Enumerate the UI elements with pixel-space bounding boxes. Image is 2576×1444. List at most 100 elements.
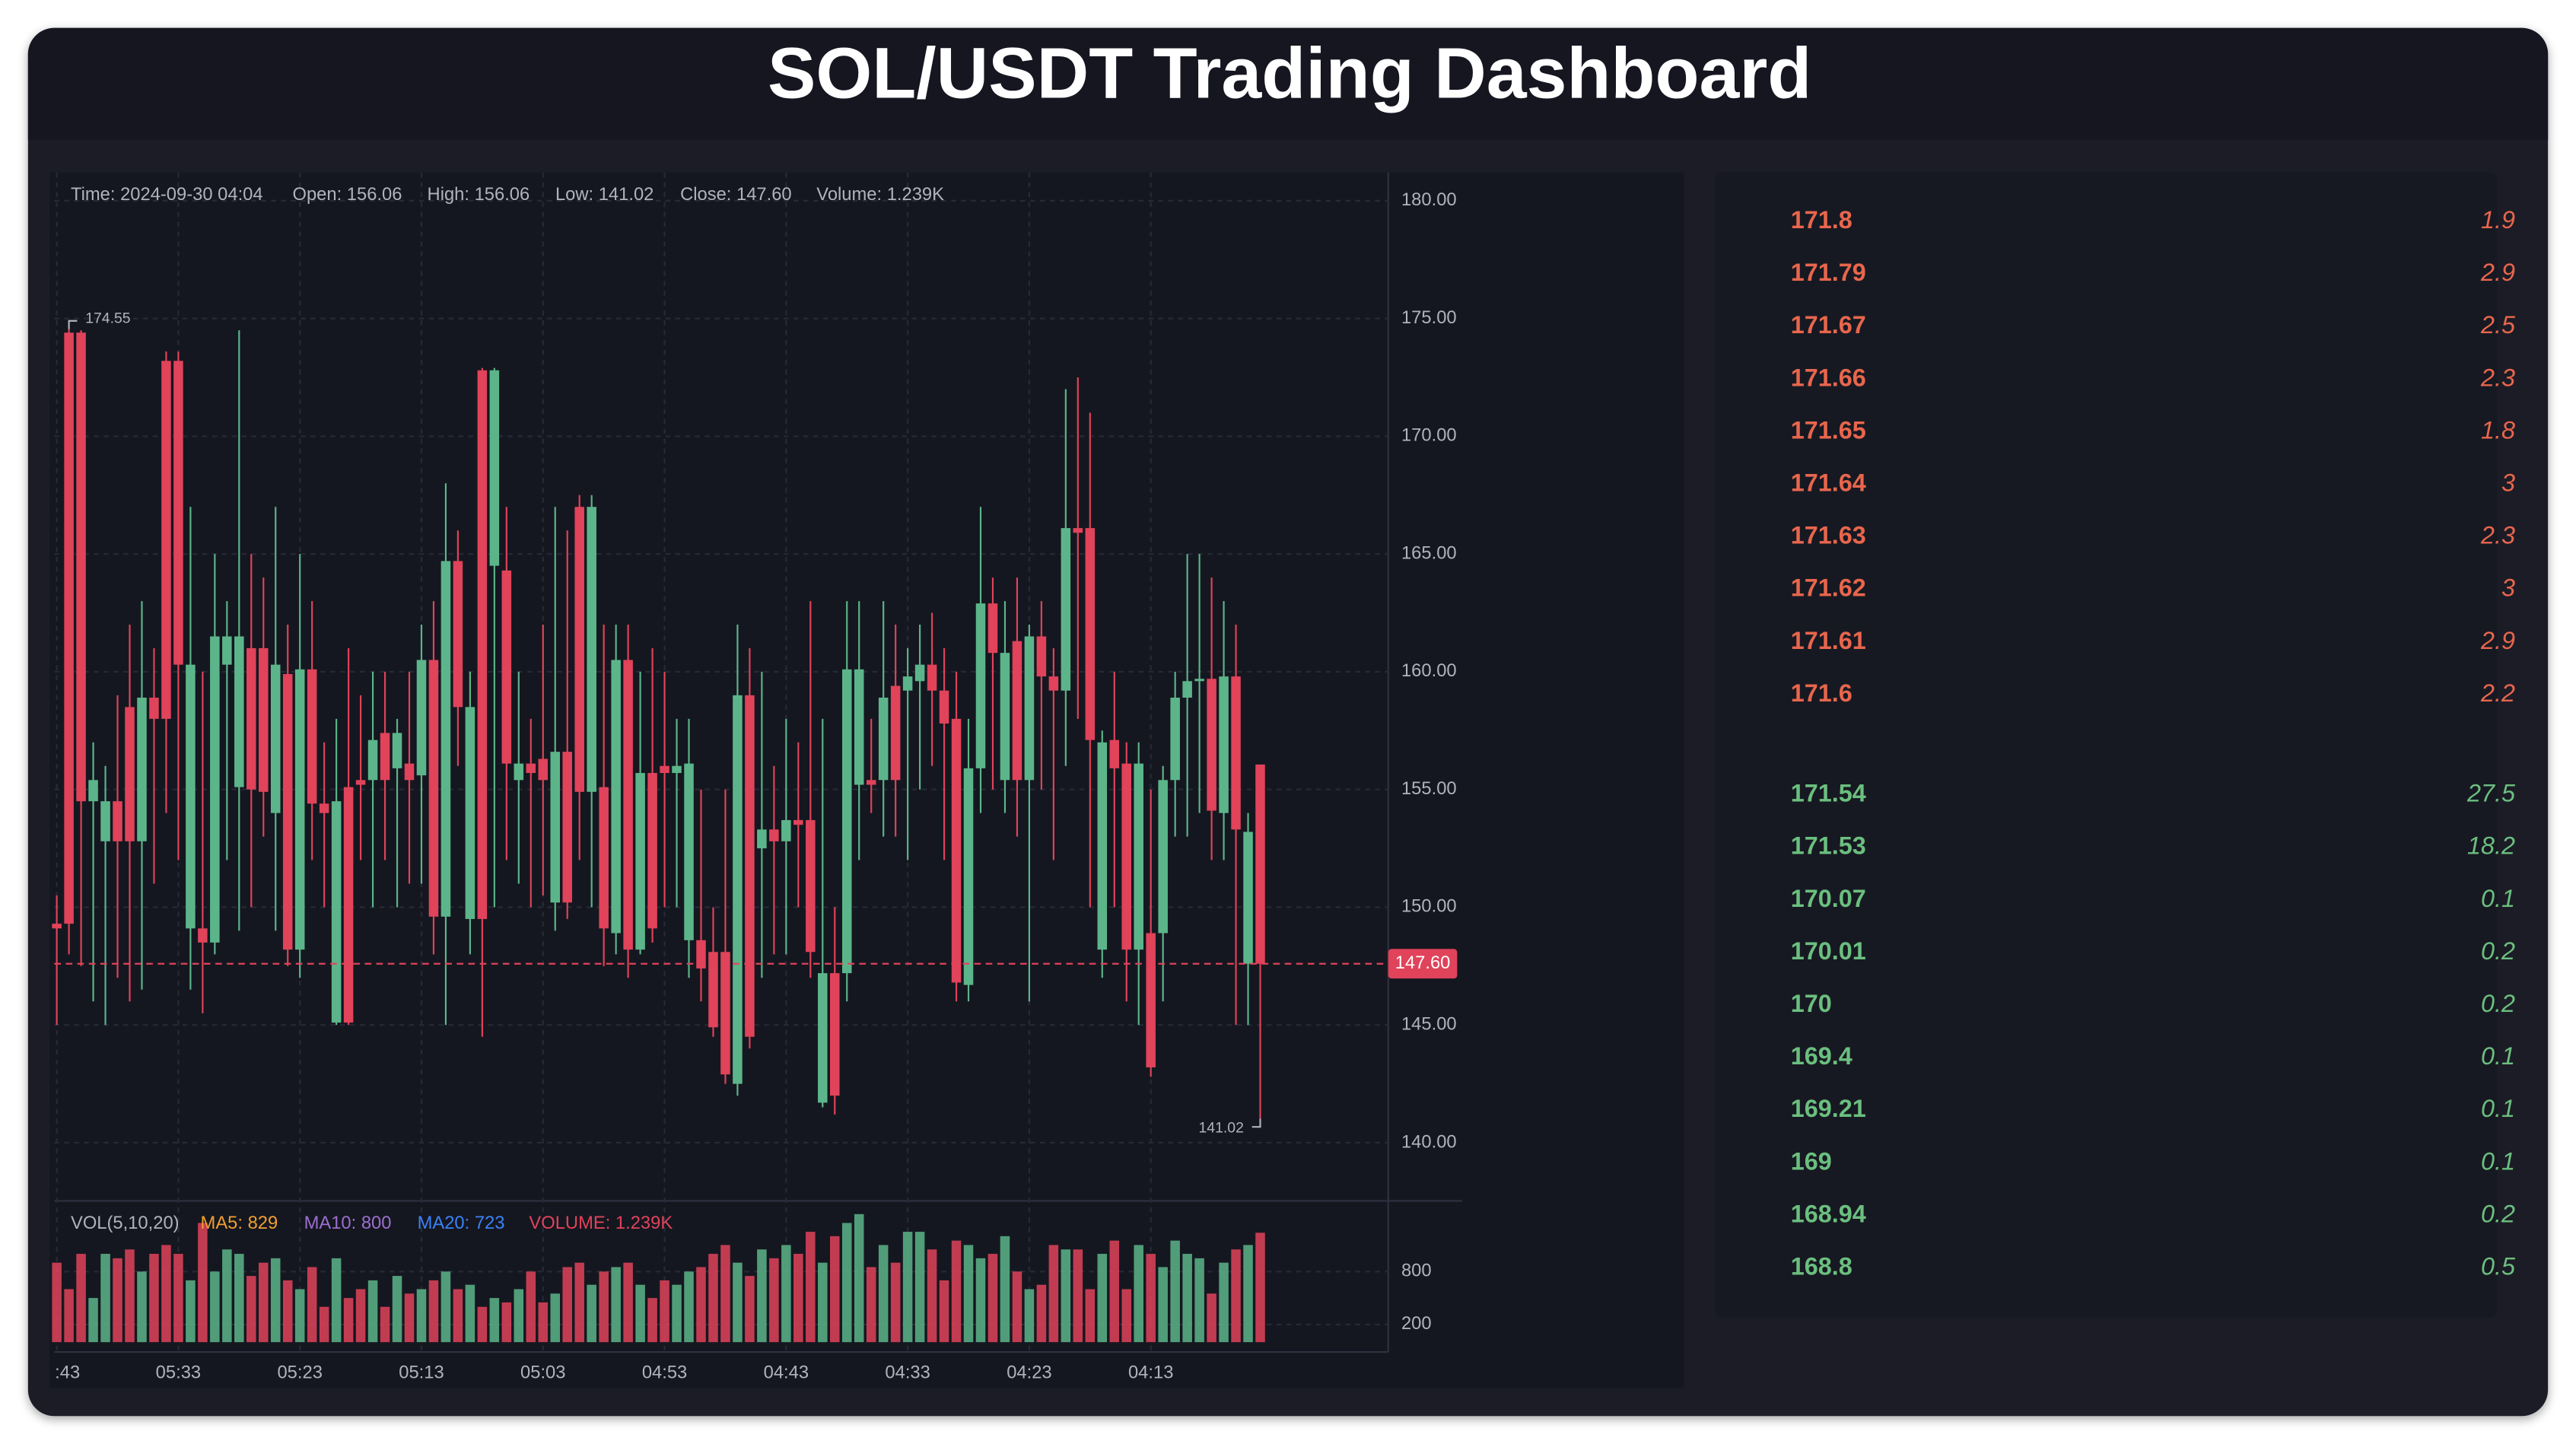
candle-body (806, 819, 816, 953)
candle-body (1121, 763, 1132, 950)
x-tick-label: 04:13 (1128, 1362, 1173, 1382)
candle-body (380, 733, 390, 781)
book-price: 170.01 (1791, 937, 1866, 965)
book-price: 168.94 (1791, 1200, 1866, 1227)
candle-body (259, 647, 269, 792)
candle-body (1073, 528, 1083, 533)
volume-bar (1134, 1245, 1143, 1343)
candle-body (538, 759, 549, 781)
volume-bar (259, 1262, 269, 1343)
volume-bar (367, 1280, 378, 1343)
candle-body (246, 647, 256, 790)
book-size: 1.9 (2481, 206, 2515, 234)
volume-bar (113, 1258, 122, 1343)
high-marker (68, 320, 78, 329)
candle-body (1219, 676, 1229, 813)
volume-bar (331, 1258, 342, 1343)
x-tick-label: 04:53 (642, 1362, 687, 1382)
volume-bar (720, 1245, 730, 1343)
volume-bar (1194, 1258, 1204, 1343)
ohlc-info: Volume: 1.239K (816, 184, 944, 205)
volume-bar (319, 1306, 329, 1343)
volume-bar (611, 1267, 621, 1343)
ohlc-info: Low: 141.02 (555, 184, 654, 205)
x-tick-label: 04:33 (885, 1362, 930, 1382)
book-price: 171.54 (1791, 780, 1866, 807)
candle-body (1000, 653, 1010, 781)
candle-body (1170, 697, 1180, 781)
book-price: 169 (1791, 1147, 1832, 1175)
volume-bar (234, 1254, 244, 1343)
x-tick-label: 05:13 (399, 1362, 444, 1382)
candle-body (1012, 641, 1022, 781)
y-tick-label: 140.00 (1401, 1131, 1457, 1152)
volume-bar (1243, 1245, 1253, 1343)
candle-body (914, 664, 925, 682)
volume-bar (781, 1245, 791, 1343)
volume-bar (1097, 1254, 1108, 1343)
volume-bar (1219, 1262, 1229, 1343)
volume-bar (574, 1262, 584, 1343)
volume-bar (1012, 1271, 1022, 1343)
candle-body (684, 763, 694, 940)
volume-bar (987, 1254, 998, 1343)
candle-body (635, 773, 645, 950)
candle-body (1061, 528, 1071, 691)
x-tick-label: 05:23 (277, 1362, 322, 1382)
book-size: 3 (2501, 574, 2515, 602)
candle-body (428, 660, 439, 917)
volume-bar (1182, 1254, 1192, 1343)
candle-body (1255, 764, 1265, 964)
candle-body (878, 697, 889, 781)
book-size: 0.1 (2481, 885, 2515, 912)
candle-body (270, 664, 281, 813)
volume-bar (902, 1232, 913, 1343)
candle-body (282, 674, 293, 950)
volume-bar (100, 1254, 110, 1343)
volume-bar (623, 1262, 633, 1343)
volume-bar (392, 1276, 402, 1343)
volume-bar (440, 1271, 451, 1343)
candle-body (416, 660, 427, 776)
volume-bar (125, 1249, 135, 1343)
volume-bar (173, 1254, 183, 1343)
candle-body (526, 763, 536, 774)
candle-body (234, 636, 244, 787)
candle-body (453, 561, 463, 708)
y-tick-label: 160.00 (1401, 660, 1457, 681)
book-size: 0.2 (2481, 937, 2515, 965)
book-price: 171.53 (1791, 832, 1866, 860)
volume-tick-label: 200 (1401, 1313, 1432, 1334)
volume-legend: MA10: 800 (304, 1213, 392, 1233)
volume-tick-label: 800 (1401, 1261, 1432, 1281)
candle-body (331, 801, 342, 1023)
candle-body (1097, 742, 1108, 950)
candle-body (173, 361, 183, 665)
candle-body (574, 507, 584, 792)
volume-bar (282, 1280, 293, 1343)
chart: 140.00 145.00 150.00 155.00 160.00 165.00 170.… (52, 172, 1462, 1382)
volume-bar (477, 1306, 488, 1343)
volume-bar (550, 1293, 561, 1343)
volume-legend: MA20: 723 (418, 1213, 505, 1233)
book-size: 18.2 (2467, 832, 2515, 860)
candle-body (854, 669, 864, 785)
volume-bar (76, 1254, 86, 1343)
candle-body (951, 718, 962, 983)
book-size: 0.5 (2481, 1253, 2516, 1280)
candle-body (367, 739, 378, 781)
candle-body (866, 780, 876, 785)
volume-bar (890, 1262, 901, 1343)
candle-body (161, 361, 171, 719)
book-size: 2.3 (2480, 522, 2515, 549)
candle-body (1036, 636, 1047, 677)
volume-bar (696, 1267, 706, 1343)
candle-body (890, 685, 901, 781)
candle-body (1048, 676, 1059, 691)
candle-body (501, 570, 512, 764)
volume-bar (428, 1280, 439, 1343)
volume-bar (1121, 1289, 1132, 1343)
volume-bar (975, 1258, 986, 1343)
book-size: 2.9 (2480, 627, 2515, 654)
